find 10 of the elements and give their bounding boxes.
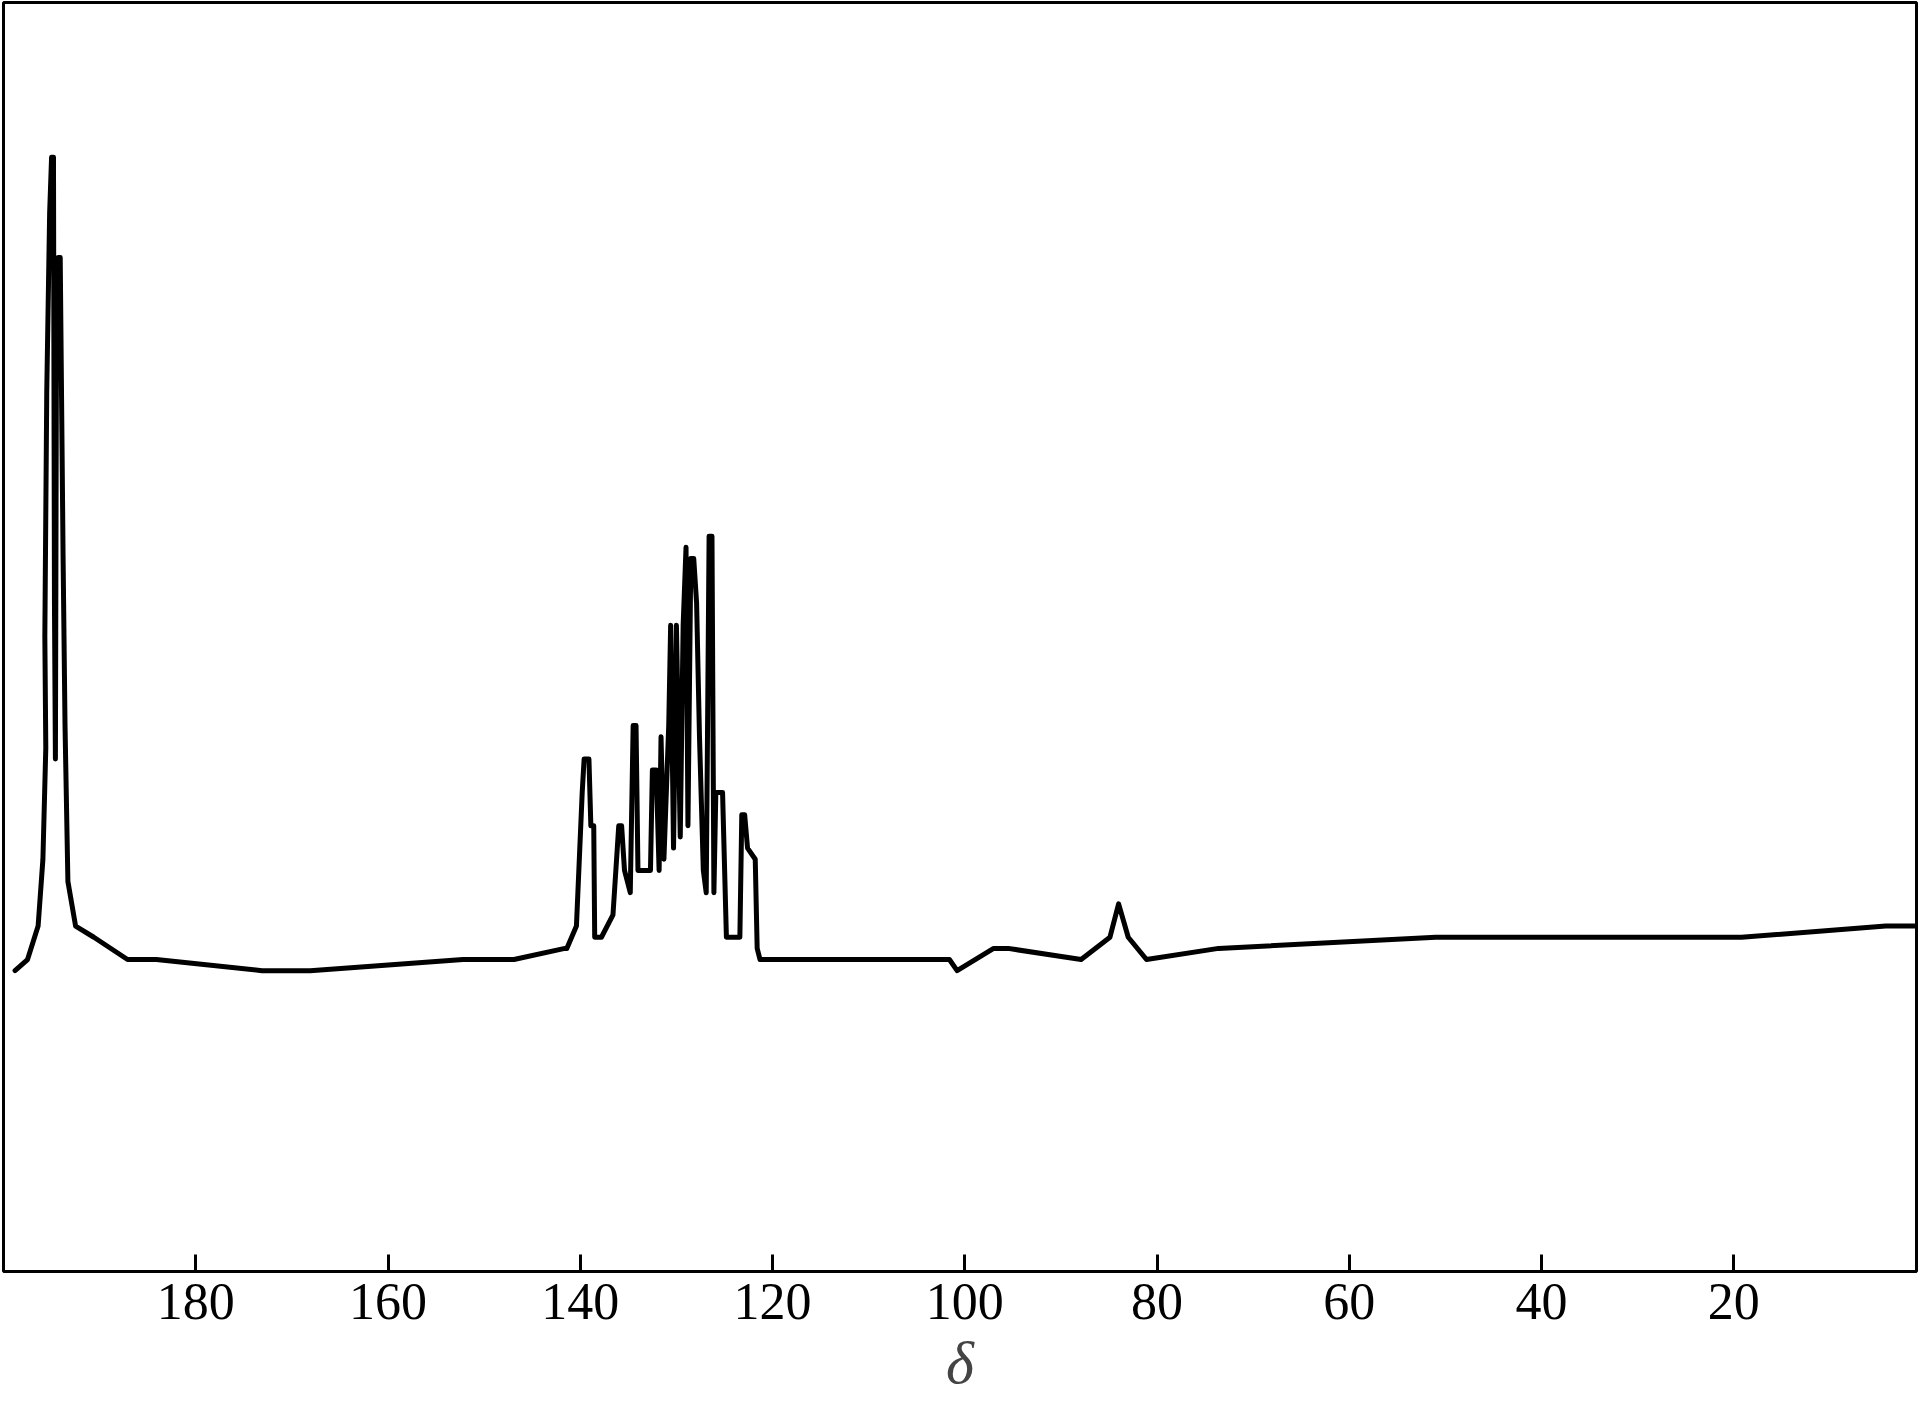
- x-tick-label: 100: [925, 1272, 1004, 1330]
- x-tick-label: 140: [541, 1272, 620, 1330]
- x-tick-label: 120: [733, 1272, 812, 1330]
- x-tick-label: 80: [1131, 1272, 1184, 1330]
- x-tick-label: 40: [1515, 1272, 1568, 1330]
- x-tick-label: 20: [1707, 1272, 1760, 1330]
- x-axis-title: δ: [946, 1329, 976, 1396]
- x-tick-label: 180: [156, 1272, 235, 1330]
- x-tick-label: 160: [349, 1272, 428, 1330]
- x-tick-label: 60: [1323, 1272, 1376, 1330]
